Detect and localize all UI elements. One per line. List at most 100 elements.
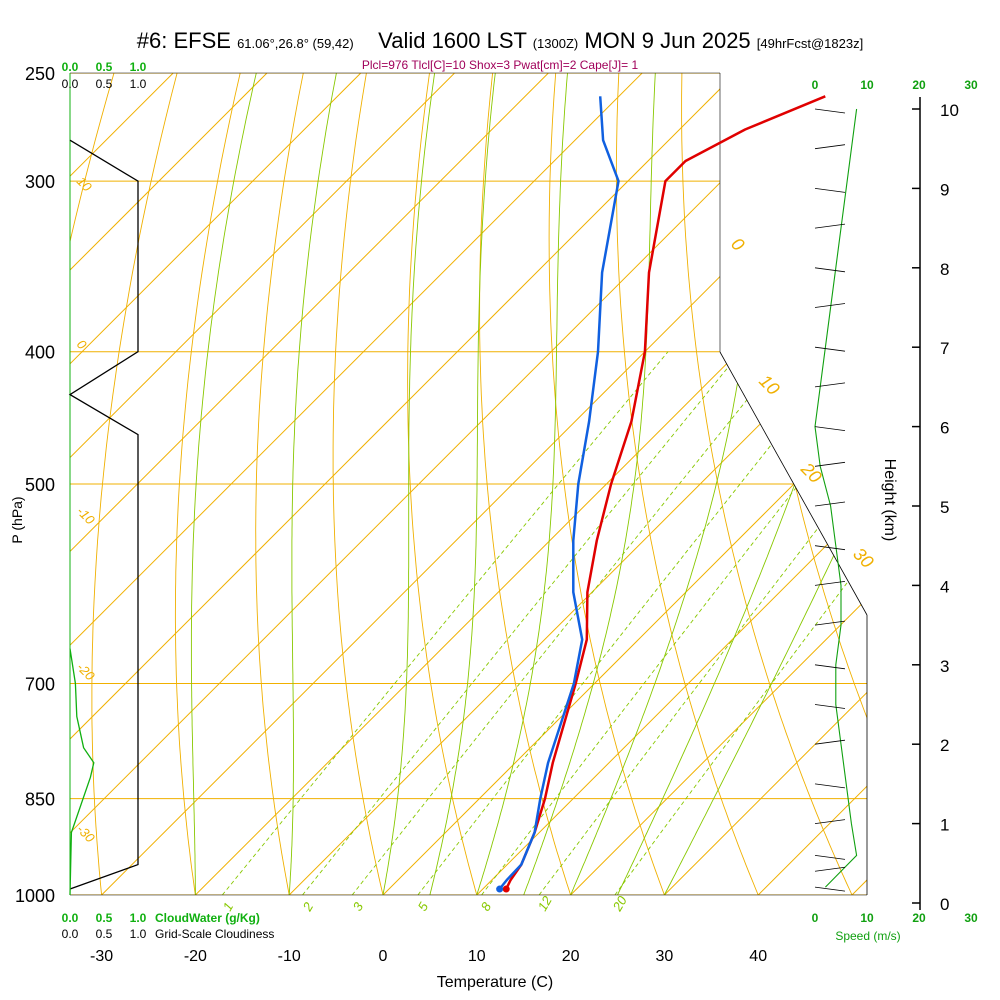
dry-adiabat-label: 0 <box>727 234 748 255</box>
dry-adiabat <box>479 73 572 895</box>
cloudwater-bottom-label: 1.0 <box>130 911 147 925</box>
dry-adiabat <box>174 73 241 895</box>
dry-adiabat-label: 30 <box>849 544 877 572</box>
dry-adiabat <box>548 73 665 895</box>
cloudiness-top-label: 1.0 <box>130 77 147 91</box>
title-coords: 61.06°,26.8° (59,42) <box>237 36 354 51</box>
temperature-tick-label: 10 <box>468 948 486 965</box>
wind-barb <box>814 620 846 626</box>
height-tick-label: 4 <box>940 577 949 596</box>
dry-adiabat-label: -20 <box>74 660 98 684</box>
pressure-tick-label: 300 <box>25 172 55 192</box>
isotherm-line <box>664 73 867 895</box>
temperature-tick-label: -10 <box>278 948 301 965</box>
pressure-tick-label: 400 <box>25 343 55 363</box>
pressure-tick-label: 700 <box>25 675 55 695</box>
moist-adiabat <box>288 73 337 895</box>
wind-speed-line <box>814 108 858 888</box>
isotherm-line <box>288 73 867 895</box>
isotherm-line <box>476 73 867 895</box>
isotherm-line <box>851 73 867 895</box>
dry-adiabat <box>407 73 478 895</box>
moist-adiabat <box>190 73 257 895</box>
moist-adiabat <box>382 73 436 895</box>
height-tick-label: 0 <box>940 895 949 914</box>
dry-adiabat-label: 20 <box>796 458 825 487</box>
wind-barb <box>814 581 846 586</box>
height-tick-label: 2 <box>940 736 949 755</box>
dry-adiabat-label: 10 <box>755 371 783 399</box>
moist-adiabat <box>429 73 496 895</box>
speed-bottom-label: 30 <box>964 911 978 925</box>
speed-bottom-label: 10 <box>860 911 874 925</box>
pressure-tick-label: 250 <box>25 64 55 84</box>
dry-adiabat <box>91 73 178 895</box>
cloudiness-axis-title: Grid-Scale Cloudiness <box>155 927 274 941</box>
height-tick-label: 1 <box>940 816 949 835</box>
wind-barb <box>814 866 846 872</box>
mixing-ratio-line <box>302 351 742 895</box>
speed-top-label: 30 <box>964 78 978 92</box>
cloudiness-bottom-label: 0.5 <box>96 927 113 941</box>
wind-barb <box>814 188 846 193</box>
speed-top-label: 10 <box>860 78 874 92</box>
isotherm-line <box>70 73 268 895</box>
cloudwater-bottom-label: 0.5 <box>96 911 113 925</box>
temperature-line-surface-point <box>502 885 510 893</box>
temperature-tick-label: -30 <box>90 948 113 965</box>
isotherm-line <box>70 73 831 895</box>
cloudiness-bottom-label: 0.0 <box>62 927 79 941</box>
title-utc: (1300Z) <box>532 36 579 51</box>
height-tick-label: 8 <box>940 260 949 279</box>
dry-adiabat-label: 10 <box>74 174 95 195</box>
temperature-tick-label: 0 <box>379 948 388 965</box>
speed-top-label: 20 <box>912 78 926 92</box>
wind-barb <box>814 346 846 352</box>
diagram-lines <box>70 73 867 895</box>
isotherm-line <box>195 73 867 895</box>
isotherm-line <box>757 73 867 895</box>
isotherm-line <box>70 73 643 895</box>
isotherm-line <box>70 73 737 895</box>
speed-bottom-label: 20 <box>912 911 926 925</box>
y-axis-label: P (hPa) <box>9 496 25 543</box>
mixing-ratio-label: 12 <box>535 893 556 914</box>
chart-title: #6: EFSE 61.06°,26.8° (59,42) Valid 1600… <box>0 28 1000 54</box>
isotherm-line <box>70 73 362 895</box>
wind-barb <box>814 426 846 431</box>
dewpoint-line <box>498 96 620 890</box>
wind-barb <box>814 461 846 467</box>
mixing-ratio-label: 3 <box>350 899 367 913</box>
cloudwater-top-label: 1.0 <box>130 60 147 74</box>
wind-barb <box>814 382 846 388</box>
speed-axis-title: Speed (m/s) <box>835 929 900 943</box>
mixing-ratio-line <box>538 351 867 895</box>
wind-barb <box>814 501 846 507</box>
cloudiness-line <box>68 139 139 890</box>
wind-barb <box>814 144 846 150</box>
wind-barb <box>814 783 846 789</box>
cloudwater-axis-title: CloudWater (g/Kg) <box>155 911 260 925</box>
chart-subtitle: Plcl=976 Tlcl[C]=10 Shox=3 Pwat[cm]=2 Ca… <box>361 58 639 72</box>
mixing-ratio-line <box>614 351 867 895</box>
temperature-tick-label: 40 <box>749 948 767 965</box>
height-tick-label: 7 <box>940 339 949 358</box>
wind-barb <box>814 267 846 273</box>
title-date: MON 9 Jun 2025 <box>584 28 751 53</box>
frame-diagonal <box>719 351 868 616</box>
dewpoint-line-surface-point <box>496 885 504 893</box>
mixing-ratio-line <box>417 351 846 895</box>
cloudwater-bottom-label: 0.0 <box>62 911 79 925</box>
wind-barb <box>814 854 846 860</box>
pressure-tick-label: 1000 <box>15 886 55 906</box>
height-tick-label: 10 <box>940 101 959 120</box>
dry-adiabat <box>615 73 759 895</box>
speed-top-label: 0 <box>812 78 819 92</box>
mixing-ratio-line <box>351 351 787 895</box>
isotherm-line <box>70 73 455 895</box>
temperature-tick-label: 30 <box>656 948 674 965</box>
cloudiness-bottom-label: 1.0 <box>130 927 147 941</box>
mixing-ratio-label: 8 <box>478 899 495 913</box>
height-tick-label: 9 <box>940 180 949 199</box>
temperature-line <box>505 95 826 890</box>
